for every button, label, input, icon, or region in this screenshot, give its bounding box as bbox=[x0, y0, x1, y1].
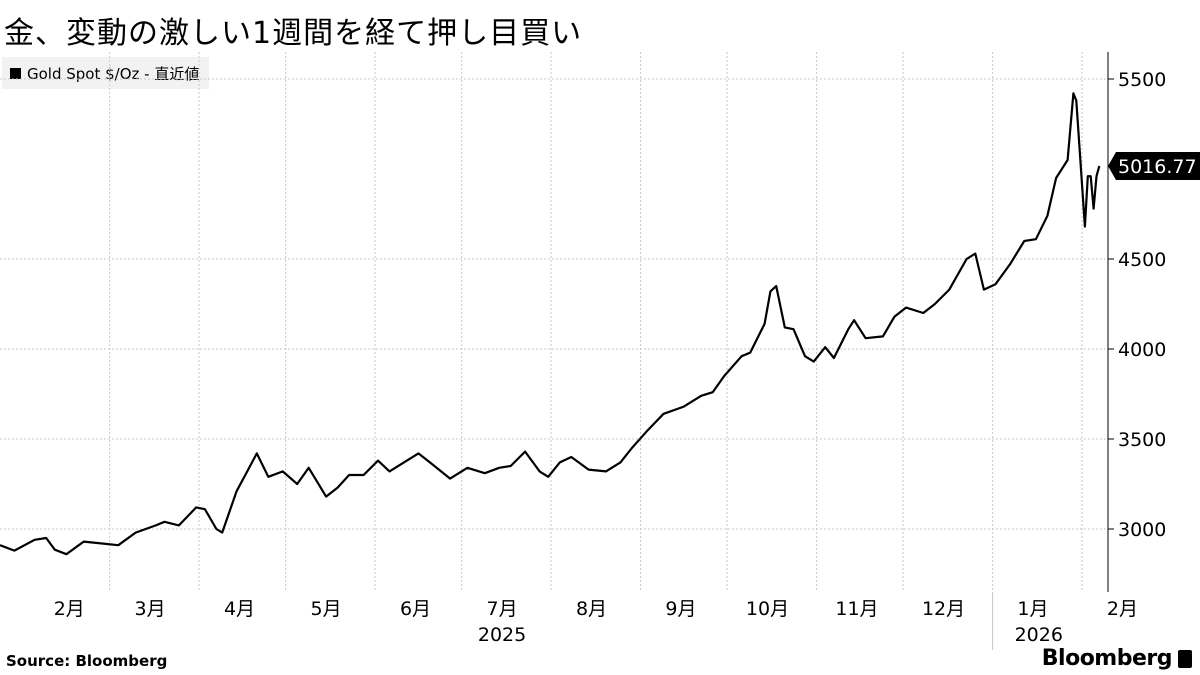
y-tick-label: 4000 bbox=[1118, 339, 1166, 361]
x-tick-label: 7月 bbox=[487, 598, 518, 620]
brand-name: Bloomberg bbox=[1041, 646, 1173, 671]
last-value-tag: 5016.77 bbox=[1108, 151, 1200, 180]
axis-labels: 3000 3500 4000 4500 5500 2月 3月 4月 5月 6月 7月 8月 9月 10月 1… bbox=[54, 69, 1167, 646]
x-tick-label: 11月 bbox=[835, 598, 878, 620]
x-tick-label: 2月 bbox=[54, 598, 85, 620]
y-tick-label: 3500 bbox=[1118, 429, 1166, 451]
last-value-label: 5016.77 bbox=[1118, 156, 1197, 178]
year-label: 2026 bbox=[1015, 624, 1063, 646]
y-tick-label: 4500 bbox=[1118, 249, 1166, 271]
series: 5016.77 bbox=[0, 92, 1200, 556]
grid bbox=[0, 52, 1108, 592]
source-note: Source: Bloomberg bbox=[6, 652, 168, 670]
last-value-badge bbox=[1108, 151, 1200, 180]
bloomberg-terminal-icon bbox=[1178, 649, 1192, 668]
x-tick-label: 4月 bbox=[224, 598, 255, 620]
x-tick-label: 2月 bbox=[1107, 598, 1138, 620]
x-tick-label: 12月 bbox=[922, 598, 965, 620]
x-tick-label: 6月 bbox=[400, 598, 431, 620]
bloomberg-logo: Bloomberg bbox=[1042, 646, 1192, 671]
year-label: 2025 bbox=[478, 624, 526, 646]
x-tick-label: 10月 bbox=[746, 598, 789, 620]
axes bbox=[992, 52, 1114, 650]
legend-label: Gold Spot $/Oz - 直近値 bbox=[27, 64, 200, 83]
x-tick-label: 8月 bbox=[576, 598, 607, 620]
legend-swatch bbox=[10, 67, 21, 79]
x-tick-label: 5月 bbox=[311, 598, 342, 620]
y-tick-label: 3000 bbox=[1118, 519, 1166, 541]
legend: Gold Spot $/Oz - 直近値 bbox=[2, 57, 210, 89]
gold-price-line bbox=[0, 92, 1101, 556]
chart-title: 金、変動の激しい1週間を経て押し目買い bbox=[4, 16, 583, 51]
x-tick-label: 9月 bbox=[665, 598, 696, 620]
y-tick-label: 5500 bbox=[1118, 69, 1166, 91]
x-tick-label: 3月 bbox=[134, 598, 165, 620]
x-tick-label: 1月 bbox=[1017, 598, 1048, 620]
